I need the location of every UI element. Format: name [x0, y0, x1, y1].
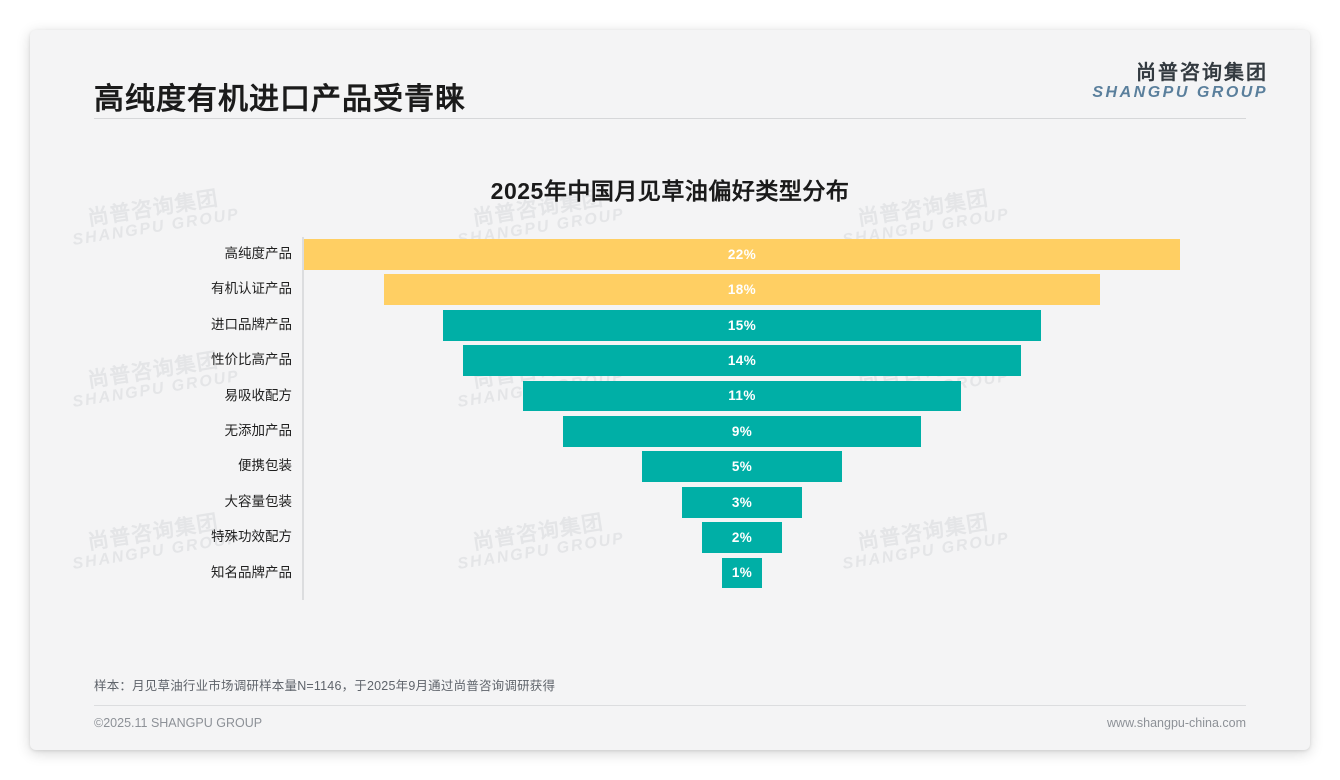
funnel-bar[interactable]: 9% [562, 415, 922, 447]
chart-rows: 高纯度产品 22% 有机认证产品 18% 进口品牌产品 15% 性价比高产品 14% 易吸收配方… [180, 237, 1180, 591]
chart-title: 2025年中国月见草油偏好类型分布 [490, 178, 850, 204]
bar-track: 22% [304, 237, 1180, 272]
chart-row: 便携包装 5% [180, 449, 1180, 484]
chart-row: 特殊功效配方 2% [180, 520, 1180, 555]
footer-divider [94, 705, 1246, 706]
bar-value-label: 1% [731, 565, 753, 581]
category-label: 高纯度产品 [224, 246, 293, 261]
y-axis-line [302, 237, 304, 600]
chart-row: 易吸收配方 11% [180, 379, 1180, 414]
brand-name-cn: 尚普咨询集团 [1136, 62, 1268, 84]
funnel-chart-plot: 高纯度产品 22% 有机认证产品 18% 进口品牌产品 15% 性价比高产品 14% 易吸收配方… [180, 237, 1180, 602]
category-label: 有机认证产品 [211, 281, 292, 297]
funnel-bar[interactable]: 15% [443, 309, 1041, 341]
copyright-text: ©2025.11 SHANGPU GROUP [94, 716, 263, 730]
bar-value-label: 22% [727, 246, 757, 262]
bar-value-label: 14% [727, 353, 757, 369]
category-label: 性价比高产品 [211, 352, 292, 368]
source-note: 样本：月见草油行业市场调研样本量N=1146，于2025年9月通过尚普咨询调研获… [94, 679, 556, 693]
slide-footer: ©2025.11 SHANGPU GROUP www.shangpu-china… [30, 706, 1310, 750]
bar-value-label: 5% [731, 459, 753, 475]
category-label: 大容量包装 [224, 493, 293, 509]
bar-value-label: 11% [728, 388, 756, 404]
bar-track: 9% [304, 414, 1180, 449]
chart-area: 2025年中国月见草油偏好类型分布 高纯度产品 22% 有机认证产品 18% 进口品牌产… [30, 122, 1310, 662]
bar-value-label: 15% [727, 317, 757, 333]
category-label: 特殊功效配方 [211, 529, 292, 545]
chart-row: 无添加产品 9% [180, 414, 1180, 449]
chart-row: 性价比高产品 14% [180, 343, 1180, 378]
brand-name-en: SHANGPU GROUP [1092, 84, 1268, 102]
chart-row: 知名品牌产品 1% [180, 556, 1180, 591]
category-label: 进口品牌产品 [211, 316, 292, 332]
funnel-bar[interactable]: 1% [722, 557, 762, 589]
bar-track: 11% [304, 379, 1180, 414]
bar-track: 3% [304, 485, 1180, 520]
funnel-bar[interactable]: 3% [682, 486, 802, 518]
funnel-bar[interactable]: 2% [702, 522, 782, 553]
bar-track: 15% [304, 308, 1180, 343]
funnel-bar[interactable]: 11% [523, 380, 961, 412]
category-label: 知名品牌产品 [211, 564, 292, 580]
bar-value-label: 3% [731, 494, 753, 510]
funnel-bar[interactable]: 5% [642, 451, 842, 483]
brand-logo: 尚普咨询集团 SHANGPU GROUP [1092, 62, 1268, 102]
chart-row: 进口品牌产品 15% [180, 308, 1180, 343]
slide-card: 尚普咨询集团 SHANGPU GROUP 尚普咨询集团 SHANGPU GROUP 尚普… [30, 30, 1310, 750]
bar-value-label: 2% [731, 530, 753, 546]
chart-row: 高纯度产品 22% [180, 237, 1180, 272]
bar-track: 18% [304, 272, 1180, 307]
bar-track: 2% [304, 520, 1180, 555]
slide-header: 高纯度有机进口产品受青睐 尚普咨询集团 SHANGPU GROUP [30, 30, 1310, 122]
funnel-bar[interactable]: 14% [463, 345, 1021, 376]
bar-track: 14% [304, 343, 1180, 378]
funnel-bar[interactable]: 22% [304, 239, 1180, 270]
funnel-bar[interactable]: 18% [383, 274, 1101, 306]
chart-row: 有机认证产品 18% [180, 272, 1180, 307]
bar-track: 5% [304, 449, 1180, 484]
category-label: 便携包装 [238, 458, 292, 474]
page-title: 高纯度有机进口产品受青睐 [94, 83, 466, 116]
bar-value-label: 9% [731, 423, 753, 439]
category-label: 无添加产品 [224, 422, 293, 438]
bar-track: 1% [304, 556, 1180, 591]
website-link[interactable]: www.shangpu-china.com [1107, 716, 1246, 730]
chart-row: 大容量包装 3% [180, 485, 1180, 520]
header-divider [94, 118, 1246, 119]
bar-value-label: 18% [727, 282, 757, 298]
category-label: 易吸收配方 [224, 387, 293, 403]
